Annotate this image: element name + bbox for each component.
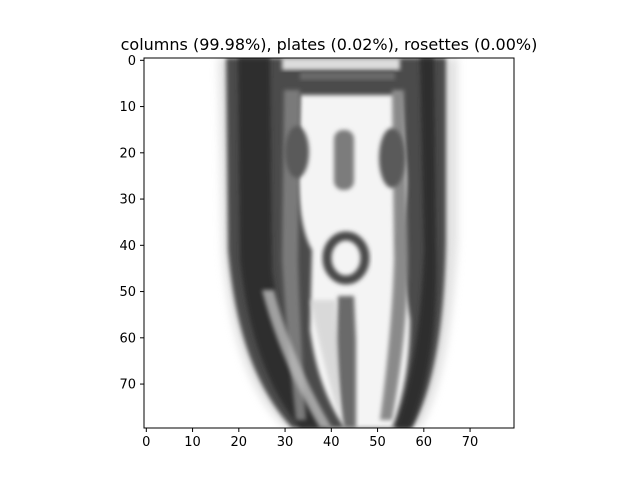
- x-tick-label: 10: [184, 435, 201, 450]
- x-tick-label: 50: [369, 435, 386, 450]
- x-tick-label: 60: [416, 435, 433, 450]
- x-tick-label: 40: [323, 435, 340, 450]
- y-tick-label: 70: [119, 378, 136, 393]
- axes-frame: [143, 57, 515, 429]
- y-tick-label: 0: [128, 54, 136, 69]
- y-tick-label: 10: [119, 100, 136, 115]
- x-tick-label: 20: [231, 435, 248, 450]
- x-tick-label: 30: [277, 435, 294, 450]
- x-tick-label: 0: [142, 435, 150, 450]
- y-tick-label: 50: [119, 285, 136, 300]
- x-axis: 0 10 20 30 40 50 60 70: [142, 428, 478, 450]
- y-tick-label: 40: [119, 239, 136, 254]
- crystal-image: [144, 58, 514, 428]
- x-tick-label: 70: [462, 435, 479, 450]
- y-tick-label: 60: [119, 331, 136, 346]
- y-tick-label: 30: [119, 193, 136, 208]
- y-tick-label: 20: [119, 146, 136, 161]
- plot-title: columns (99.98%), plates (0.02%), rosett…: [121, 35, 538, 54]
- y-axis: 0 10 20 30 40 50 60 70: [119, 54, 144, 393]
